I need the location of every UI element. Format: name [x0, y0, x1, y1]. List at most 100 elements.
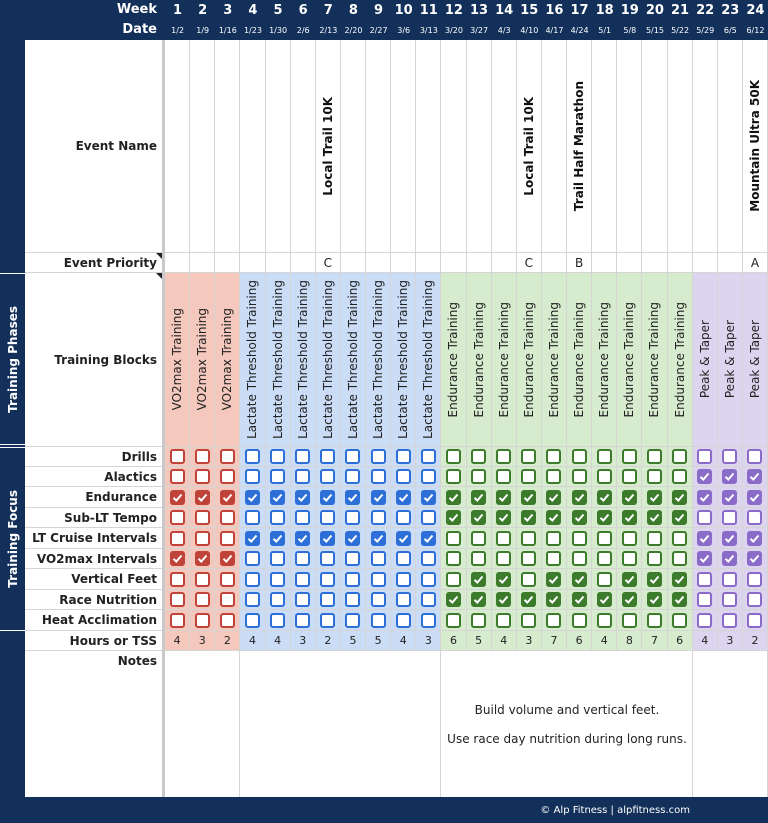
focus-cell	[742, 569, 768, 590]
checkbox	[496, 510, 512, 525]
focus-cell	[567, 610, 593, 631]
check-mark	[448, 493, 459, 502]
event-priority-cell	[466, 253, 492, 273]
checkbox	[621, 449, 637, 464]
checkbox	[621, 612, 637, 628]
focus-cell	[190, 610, 216, 631]
focus-cell	[290, 447, 316, 467]
checkbox	[546, 571, 562, 587]
training-block: Lactate Threshold Training	[396, 280, 411, 439]
focus-cell	[165, 528, 191, 549]
check-mark	[398, 493, 408, 502]
event-priority-cell	[541, 253, 567, 273]
checkbox	[596, 510, 612, 525]
checkbox	[646, 571, 662, 587]
checkbox	[445, 592, 461, 607]
check-mark	[549, 513, 559, 522]
focus-cell	[441, 549, 467, 569]
checkbox	[270, 612, 286, 628]
checkbox	[571, 592, 587, 607]
focus-cell	[516, 549, 542, 569]
hours-value: 3	[525, 634, 533, 647]
checkbox	[697, 469, 713, 484]
focus-cell	[667, 467, 693, 487]
hours-value: 4	[248, 634, 256, 647]
check-mark	[624, 493, 635, 502]
check-mark	[498, 493, 509, 502]
hours-cell: 3	[516, 631, 542, 651]
week-number: 22	[696, 3, 715, 18]
focus-cell	[617, 528, 643, 549]
focus-cell	[416, 610, 442, 631]
checkbox	[169, 510, 185, 525]
focus-cell	[491, 447, 517, 467]
focus-cell	[290, 528, 316, 549]
focus-cell	[416, 487, 442, 508]
focus-cell	[215, 590, 241, 610]
check-mark	[574, 513, 584, 522]
event-name: Trail Half Marathon	[572, 80, 587, 212]
week-date: 1/2	[171, 26, 184, 35]
check-mark	[649, 513, 660, 522]
checkbox	[395, 592, 411, 607]
check-mark	[272, 493, 283, 502]
focus-cell	[742, 447, 768, 467]
checkbox	[169, 449, 185, 464]
focus-cell	[416, 569, 442, 590]
focus-cell	[215, 447, 241, 467]
checkbox	[219, 510, 235, 525]
checkbox	[546, 469, 562, 484]
checkbox	[320, 592, 336, 607]
hours-value: 2	[324, 634, 332, 647]
week-number: 11	[419, 3, 438, 18]
focus-cell	[391, 487, 417, 508]
checkbox	[295, 489, 311, 505]
checkbox	[244, 551, 260, 566]
checkbox	[169, 530, 185, 546]
focus-cell	[742, 528, 768, 549]
checkbox	[471, 489, 487, 505]
event-priority-cell	[692, 253, 718, 273]
check-mark	[498, 513, 509, 522]
focus-cell	[541, 487, 567, 508]
checkbox	[345, 510, 361, 525]
hours-value: 3	[726, 634, 734, 647]
training-block-cell: Peak & Taper	[742, 273, 768, 447]
focus-cell	[516, 447, 542, 467]
checkbox	[219, 530, 235, 546]
week-date: 6/5	[723, 26, 737, 35]
training-block: Endurance Training	[597, 301, 612, 418]
focus-cell	[491, 569, 517, 590]
training-block-cell: Lactate Threshold Training	[340, 273, 366, 447]
focus-cell	[265, 528, 291, 549]
checkbox	[697, 551, 713, 566]
checkbox	[596, 612, 612, 628]
focus-cell	[190, 590, 216, 610]
check-mark	[524, 595, 534, 604]
training-block: Endurance Training	[647, 301, 662, 418]
checkbox	[496, 612, 512, 628]
check-mark	[172, 554, 182, 563]
focus-cell	[717, 487, 743, 508]
focus-cell	[466, 610, 492, 631]
event-name-cell	[215, 40, 241, 253]
focus-cell	[717, 569, 743, 590]
hours-value: 5	[349, 634, 357, 647]
focus-cell	[366, 528, 392, 549]
week-date: 1/30	[269, 26, 288, 35]
focus-cell	[567, 508, 593, 528]
check-mark	[222, 554, 233, 563]
checkbox	[244, 449, 260, 464]
checkbox	[521, 571, 537, 587]
week-number: 14	[495, 3, 514, 18]
checkbox	[646, 612, 662, 628]
training-block-cell: Lactate Threshold Training	[290, 273, 316, 447]
focus-cell	[215, 508, 241, 528]
training-block: Lactate Threshold Training	[320, 280, 335, 439]
hours-value: 8	[625, 634, 633, 647]
week-date: 2/20	[344, 26, 363, 35]
focus-cell	[416, 549, 442, 569]
hours-cell: 3	[190, 631, 216, 651]
checkbox	[521, 510, 537, 525]
week-number: 10	[394, 3, 413, 18]
